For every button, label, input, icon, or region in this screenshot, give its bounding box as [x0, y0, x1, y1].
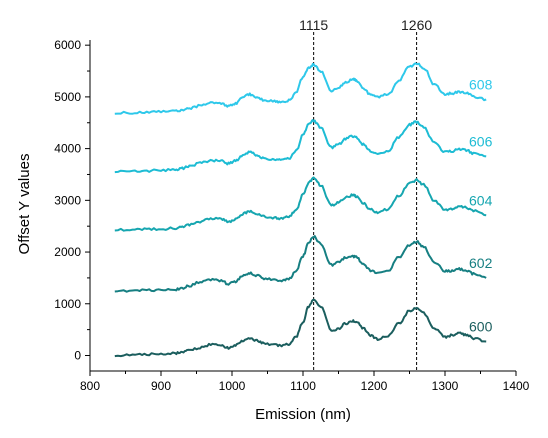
series-line-600 [114, 298, 487, 358]
x-tick-label: 1400 [503, 379, 530, 393]
x-tick-label: 800 [80, 379, 100, 393]
axes: 800 900 1000 1100 1200 1300 1400 0 1000 2000 3000 4… [54, 38, 529, 393]
y-axis-title: Offset Y values [16, 154, 33, 255]
series-label-600: 600 [469, 319, 493, 335]
y-tick-label: 2000 [54, 245, 81, 259]
series-label-608: 608 [469, 76, 493, 92]
x-tick-label: 1000 [219, 379, 246, 393]
series-label-606: 606 [469, 133, 493, 149]
series-label-604: 604 [469, 192, 493, 208]
x-tick-label: 1100 [290, 379, 316, 393]
y-tick-label: 5000 [54, 90, 81, 104]
x-tick-label: 1200 [361, 379, 388, 393]
x-tick-label: 900 [151, 379, 171, 393]
y-tick-label: 4000 [54, 142, 81, 156]
y-tick-label: 1000 [54, 297, 81, 311]
series-line-602 [114, 235, 487, 293]
series-line-606 [114, 119, 487, 174]
reference-line-label: 1115 [299, 17, 328, 33]
series-line-604 [114, 176, 487, 232]
y-tick-label: 6000 [54, 38, 81, 52]
series-line-608 [114, 62, 487, 115]
y-tick-label: 3000 [54, 193, 81, 207]
reference-lines: 1115 1260 [299, 17, 432, 371]
y-tick-label: 0 [74, 348, 81, 362]
series-group: 600 602 604 606 608 [114, 62, 493, 358]
x-tick-label: 1300 [432, 379, 459, 393]
reference-line-label: 1260 [401, 17, 432, 33]
x-axis-title: Emission (nm) [255, 406, 351, 423]
series-label-602: 602 [469, 255, 493, 271]
